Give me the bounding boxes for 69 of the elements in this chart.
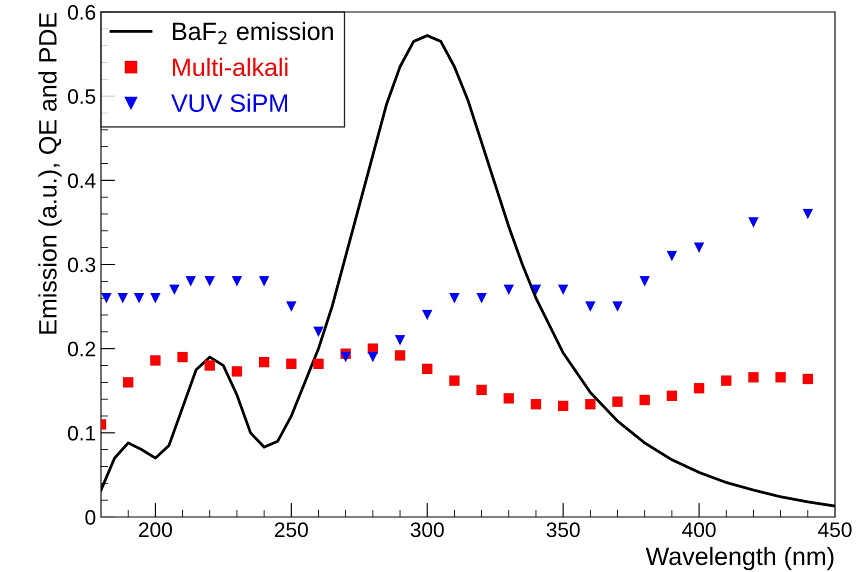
point [640,276,650,286]
point [150,293,161,304]
point [394,335,406,346]
point [204,276,215,286]
point [694,383,704,394]
point [169,284,180,295]
point [422,364,432,374]
point [612,396,623,407]
point [721,376,732,386]
point [394,350,406,361]
point [186,276,196,286]
point [504,393,514,404]
y-tick-label: 0.1 [68,426,96,441]
x-tick-label: 350 [546,522,580,538]
point [101,293,112,304]
point [802,208,813,220]
point [150,355,161,366]
point [476,384,487,396]
y-tick-label: 0.6 [68,5,96,20]
point [748,372,759,382]
x-tick-label: 450 [818,522,852,538]
point [558,400,568,412]
point [286,301,296,312]
legend-label: Multi-alkali [173,58,288,76]
legend-label: BaF$_{2}$ emission [173,22,333,44]
point [368,352,378,362]
point [258,276,270,286]
point [748,217,759,228]
x-tick-label: 300 [410,522,444,538]
point [286,358,296,369]
y-tick-label: 0.4 [68,173,96,188]
x-tick-label: 250 [274,522,308,538]
point [585,301,596,312]
point [449,293,460,304]
point [422,310,432,320]
point [118,293,128,304]
point [313,326,324,337]
point [134,293,144,304]
point [530,399,542,410]
point [775,372,786,382]
point [177,352,188,362]
point [232,276,242,286]
y-tick-label: 0.2 [68,342,96,356]
x-tick-label: 200 [139,522,172,538]
point [123,377,134,388]
point [666,390,678,401]
point [258,356,270,368]
point [666,250,678,262]
point [530,284,542,295]
point [558,284,568,295]
x-axis-title: Wavelength (nm) [646,546,834,570]
point [585,399,596,410]
point [204,360,215,371]
y-tick-label: 0.5 [68,89,96,104]
y-axis-title: Emission (a.u.), QE and PDE [38,13,62,334]
point [313,358,324,369]
point [694,242,704,253]
y-tick-label: 0.3 [68,258,96,272]
y-tick-label: 0 [85,510,96,525]
x-tick-label: 400 [682,522,716,538]
point [232,366,242,377]
point [612,301,623,312]
legend-label: VUV SiPM [171,94,288,112]
point [504,284,514,295]
point [640,394,650,406]
point [340,352,351,362]
point [476,293,487,304]
point [449,376,460,386]
point [802,374,813,384]
